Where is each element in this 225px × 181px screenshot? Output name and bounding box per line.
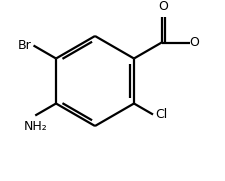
Text: O: O xyxy=(158,1,167,14)
Text: Br: Br xyxy=(18,39,31,52)
Text: NH₂: NH₂ xyxy=(23,119,47,132)
Text: O: O xyxy=(189,36,199,49)
Text: Cl: Cl xyxy=(154,108,166,121)
